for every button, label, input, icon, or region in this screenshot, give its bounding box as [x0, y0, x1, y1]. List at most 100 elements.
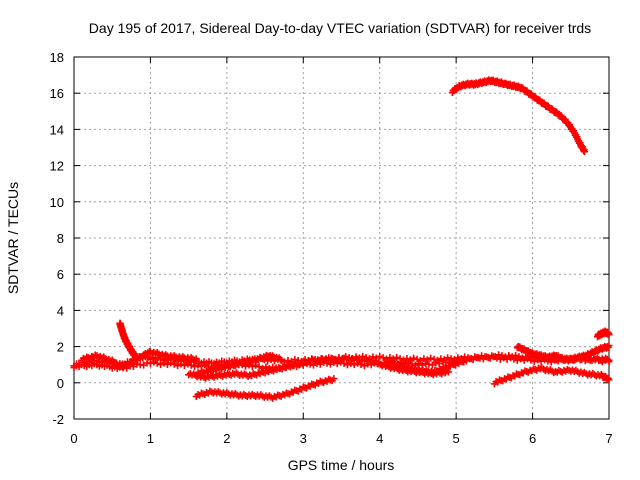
data-point — [527, 356, 535, 364]
data-point — [591, 355, 599, 363]
data-point — [510, 355, 518, 363]
data-point — [248, 362, 256, 370]
data-point — [493, 354, 501, 362]
data-point — [444, 354, 452, 362]
data-point — [512, 351, 520, 359]
data-point — [359, 352, 367, 360]
series-trace-i — [490, 364, 613, 388]
data-point — [605, 358, 613, 366]
x-tick-label: 0 — [70, 431, 77, 446]
data-layer — [70, 76, 613, 402]
data-point — [201, 361, 209, 369]
data-point — [259, 364, 267, 372]
y-tick-label: 0 — [57, 376, 64, 391]
data-point — [420, 355, 428, 363]
data-point — [595, 356, 603, 364]
y-tick-label: 4 — [57, 303, 64, 318]
data-point — [503, 355, 511, 363]
data-point — [157, 361, 165, 369]
data-point — [357, 360, 365, 368]
data-point — [153, 359, 161, 367]
y-tick-label: 2 — [57, 340, 64, 355]
y-tick-label: 14 — [50, 122, 64, 137]
data-point — [131, 352, 139, 360]
data-point — [415, 360, 423, 368]
data-point — [393, 353, 401, 361]
series-trace-l — [448, 76, 589, 156]
series-trace-h — [383, 357, 468, 377]
data-point — [146, 359, 154, 367]
data-point — [513, 356, 521, 364]
series-trace-j — [513, 342, 613, 364]
chart-title: Day 195 of 2017, Sidereal Day-to-day VTE… — [89, 20, 591, 36]
x-tick-label: 7 — [605, 431, 612, 446]
data-point — [163, 360, 171, 368]
y-tick-label: 18 — [50, 50, 64, 65]
data-point — [427, 354, 435, 362]
data-point — [537, 357, 545, 365]
x-tick-label: 5 — [453, 431, 460, 446]
data-point — [255, 363, 263, 371]
data-point — [262, 363, 270, 371]
data-point — [581, 148, 589, 156]
x-tick-label: 6 — [529, 431, 536, 446]
data-point — [520, 356, 528, 364]
data-point — [445, 368, 452, 376]
data-point — [174, 362, 182, 370]
data-point — [403, 355, 411, 363]
x-axis-label: GPS time / hours — [288, 457, 395, 473]
data-point — [413, 355, 421, 363]
data-point — [194, 361, 202, 369]
data-point — [167, 359, 175, 367]
data-point — [160, 359, 168, 367]
data-point — [386, 354, 394, 362]
data-point — [180, 361, 188, 369]
data-point — [460, 358, 468, 366]
data-point — [605, 342, 613, 350]
x-tick-label: 3 — [300, 431, 307, 446]
data-point — [376, 352, 384, 360]
data-point — [605, 330, 613, 338]
data-point — [379, 354, 387, 362]
data-point — [588, 357, 596, 365]
data-point — [530, 357, 538, 365]
x-tick-label: 2 — [223, 431, 230, 446]
series-trace-f — [192, 375, 338, 402]
y-tick-label: 16 — [50, 86, 64, 101]
data-point — [605, 376, 613, 384]
series-trace-c — [78, 347, 200, 371]
data-point — [333, 360, 341, 368]
data-point — [177, 360, 185, 368]
data-point — [418, 361, 426, 369]
data-point — [523, 355, 531, 363]
data-point — [496, 355, 504, 363]
data-point — [411, 361, 419, 369]
y-tick-label: 10 — [50, 195, 64, 210]
data-point — [170, 360, 178, 368]
data-point — [490, 353, 498, 361]
data-point — [330, 375, 338, 383]
data-point — [517, 355, 525, 363]
y-axis-label: SDTVAR / TECUs — [5, 182, 21, 294]
data-point — [284, 357, 292, 365]
y-tick-label: 6 — [57, 267, 64, 282]
data-point — [396, 355, 404, 363]
y-tick-label: -2 — [52, 412, 64, 427]
series-trace-k — [594, 327, 613, 341]
data-point — [150, 358, 158, 366]
data-point — [500, 354, 508, 362]
data-point — [506, 354, 514, 362]
data-point — [187, 361, 195, 369]
data-point — [184, 360, 192, 368]
data-point — [192, 355, 200, 363]
data-point — [430, 355, 438, 363]
data-point — [291, 356, 299, 364]
data-point — [604, 374, 612, 382]
data-point — [343, 361, 351, 369]
data-point — [405, 359, 413, 367]
data-point — [275, 354, 283, 362]
data-point — [486, 354, 494, 362]
x-tick-label: 4 — [376, 431, 383, 446]
